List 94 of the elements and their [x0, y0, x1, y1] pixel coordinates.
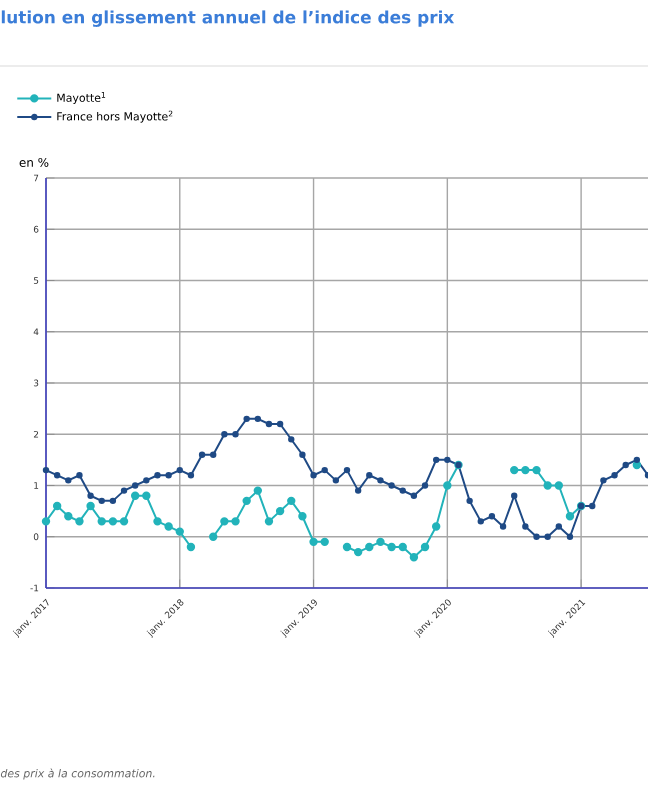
point [410, 492, 418, 499]
point [109, 497, 117, 505]
point [353, 547, 363, 557]
point [633, 456, 641, 464]
point [444, 456, 451, 464]
point [153, 517, 162, 526]
point [154, 472, 161, 479]
point [42, 466, 50, 474]
point [388, 482, 395, 489]
point [565, 512, 575, 521]
chart-title: lution en glissement annuel de l’indice des prix [1, 10, 455, 27]
point [299, 451, 306, 458]
point [52, 501, 62, 511]
point [65, 477, 72, 484]
point [366, 472, 373, 479]
point [398, 542, 407, 552]
point [131, 482, 139, 489]
point [187, 472, 195, 479]
point [332, 477, 340, 484]
point [254, 415, 262, 423]
point [432, 456, 440, 464]
point [611, 472, 618, 479]
point [198, 451, 206, 458]
point [321, 466, 328, 474]
point [87, 492, 94, 499]
point [431, 522, 441, 531]
point [164, 522, 173, 531]
point [86, 501, 95, 511]
point [566, 533, 574, 540]
point [97, 517, 106, 526]
point [532, 465, 541, 475]
point [544, 533, 551, 540]
point [98, 497, 105, 505]
point [409, 553, 419, 562]
point [354, 487, 362, 494]
point [265, 420, 273, 428]
point [231, 517, 240, 526]
point [232, 431, 239, 438]
point [220, 517, 229, 526]
point [421, 482, 429, 489]
point [264, 517, 274, 526]
point [420, 542, 430, 552]
point [298, 512, 307, 521]
point [275, 506, 285, 516]
point [622, 461, 629, 469]
point [399, 487, 406, 494]
point [522, 523, 529, 530]
point [108, 517, 118, 526]
point [176, 466, 183, 474]
point [377, 477, 384, 484]
point [76, 472, 83, 479]
point [365, 542, 374, 552]
point [521, 465, 530, 475]
point [165, 472, 172, 479]
point [210, 451, 217, 458]
point [119, 517, 129, 526]
point [533, 533, 540, 540]
point [287, 496, 296, 506]
point [243, 415, 250, 423]
point [499, 523, 507, 530]
point [554, 481, 564, 490]
point [75, 517, 84, 526]
point [142, 491, 151, 500]
point [589, 502, 596, 510]
point [120, 487, 128, 494]
point [510, 465, 519, 475]
point [488, 513, 496, 520]
point [221, 431, 228, 438]
point [41, 517, 51, 526]
point [511, 492, 518, 499]
point [209, 532, 218, 541]
point [53, 472, 61, 479]
point [477, 518, 484, 525]
point [555, 523, 563, 530]
point [387, 542, 396, 552]
point [343, 466, 351, 474]
point [443, 481, 452, 490]
point [64, 512, 73, 521]
point [543, 481, 552, 490]
point [143, 477, 150, 484]
point [186, 542, 196, 552]
point [130, 491, 140, 500]
point [253, 486, 263, 495]
point [600, 477, 607, 484]
point [376, 537, 385, 547]
point [320, 537, 329, 547]
point [466, 497, 473, 505]
point [288, 436, 295, 443]
point [309, 537, 318, 547]
point [276, 420, 284, 428]
point [175, 527, 184, 536]
point [242, 496, 251, 506]
point [310, 472, 317, 479]
point [342, 542, 352, 552]
